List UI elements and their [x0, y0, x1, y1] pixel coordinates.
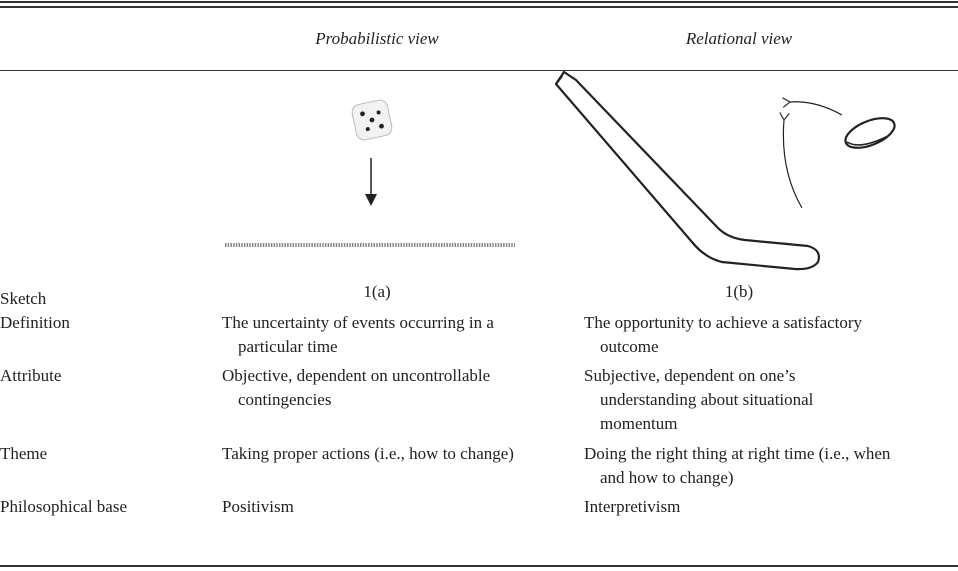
cell: Taking proper actions (i.e., how to chan…	[222, 444, 514, 463]
row-label: Definition	[0, 313, 70, 332]
top-rule	[0, 1, 958, 3]
row-label: Philosophical base	[0, 497, 128, 516]
column-header: Relational view	[685, 29, 793, 48]
cell: Interpretivism	[584, 497, 681, 516]
column-header: Probabilistic view	[315, 29, 439, 48]
header-rule	[0, 70, 958, 71]
row-label: Theme	[0, 444, 48, 463]
bottom-rule	[0, 565, 958, 567]
row-label: Attribute	[0, 366, 62, 385]
cell: Subjective, dependent on one’s understan…	[584, 366, 814, 433]
top-rule	[0, 6, 958, 8]
cell: Doing the right thing at right time (i.e…	[584, 444, 891, 487]
hockey-sketch	[554, 70, 896, 271]
cell: Positivism	[222, 497, 294, 516]
cell: Objective, dependent on uncontrollable c…	[222, 366, 491, 409]
dice-sketch	[225, 99, 515, 247]
figure-label: 1(b)	[724, 282, 754, 301]
cell: The opportunity to achieve a satisfactor…	[584, 313, 863, 356]
row-label: Sketch	[0, 289, 47, 308]
cell: The uncertainty of events occurring in a…	[222, 313, 494, 356]
figure-label: 1(a)	[363, 282, 391, 301]
